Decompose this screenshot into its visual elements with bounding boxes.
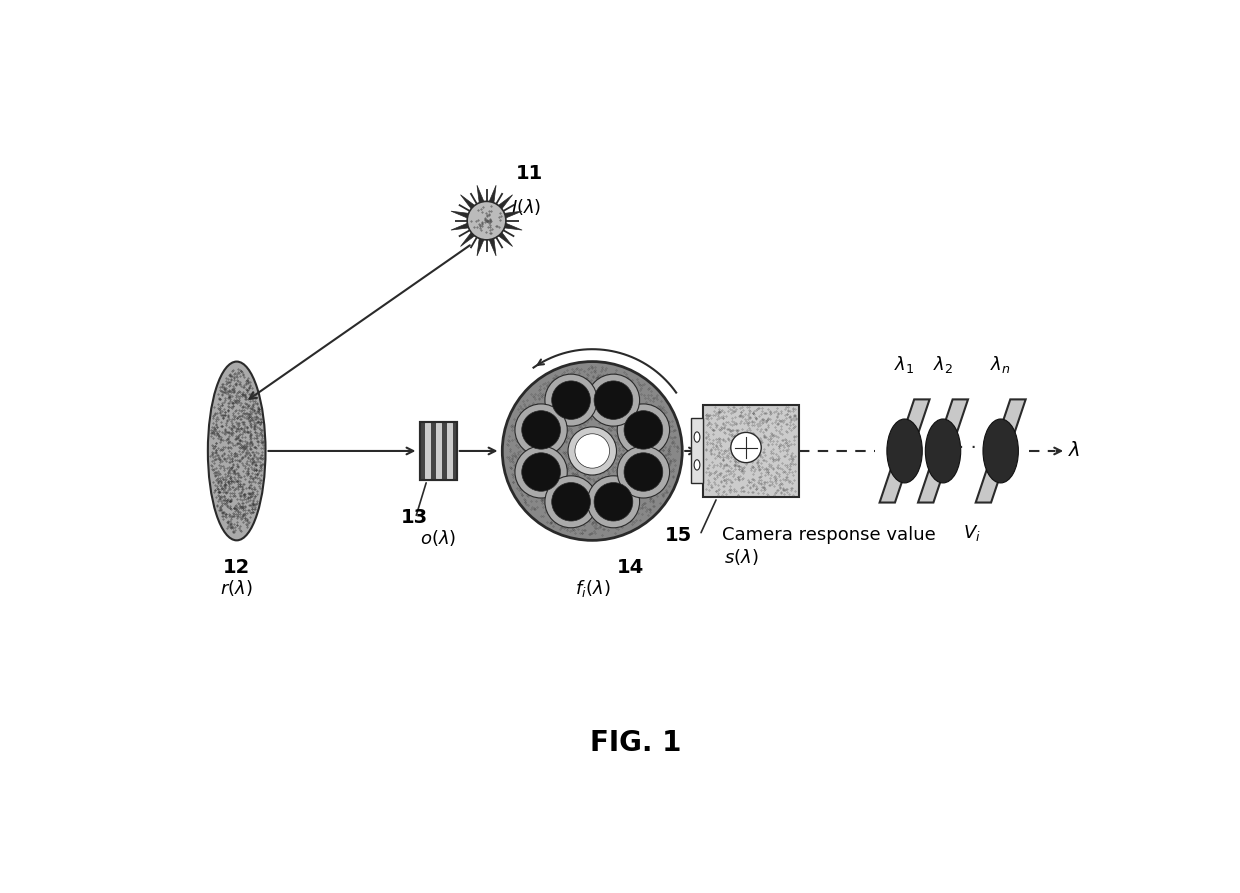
Polygon shape bbox=[477, 185, 485, 204]
Polygon shape bbox=[460, 231, 475, 246]
Ellipse shape bbox=[694, 432, 699, 442]
Ellipse shape bbox=[730, 432, 761, 463]
Polygon shape bbox=[460, 195, 475, 210]
FancyBboxPatch shape bbox=[432, 421, 435, 480]
Text: $\lambda_2$: $\lambda_2$ bbox=[932, 354, 954, 375]
FancyBboxPatch shape bbox=[427, 421, 430, 480]
Ellipse shape bbox=[515, 404, 567, 456]
Ellipse shape bbox=[522, 411, 560, 449]
Polygon shape bbox=[477, 238, 485, 256]
FancyBboxPatch shape bbox=[420, 421, 456, 480]
Polygon shape bbox=[489, 185, 496, 204]
Ellipse shape bbox=[208, 362, 265, 540]
Polygon shape bbox=[503, 211, 522, 219]
Text: · · ·: · · · bbox=[959, 439, 990, 458]
FancyBboxPatch shape bbox=[448, 421, 453, 480]
Ellipse shape bbox=[624, 411, 663, 449]
Text: 11: 11 bbox=[516, 163, 543, 183]
Polygon shape bbox=[497, 195, 512, 210]
Text: 14: 14 bbox=[618, 557, 645, 577]
Ellipse shape bbox=[887, 419, 923, 483]
Ellipse shape bbox=[568, 427, 616, 475]
Text: 15: 15 bbox=[665, 526, 692, 546]
Ellipse shape bbox=[925, 419, 961, 483]
Text: 13: 13 bbox=[401, 508, 428, 527]
Polygon shape bbox=[489, 238, 496, 256]
Ellipse shape bbox=[552, 381, 590, 420]
Ellipse shape bbox=[618, 404, 670, 456]
Ellipse shape bbox=[575, 434, 610, 468]
Ellipse shape bbox=[588, 476, 640, 528]
Text: $\lambda_1$: $\lambda_1$ bbox=[894, 354, 915, 375]
Text: $f_i(\lambda)$: $f_i(\lambda)$ bbox=[574, 578, 610, 599]
Ellipse shape bbox=[624, 453, 663, 491]
Ellipse shape bbox=[522, 453, 560, 491]
Text: $\lambda$: $\lambda$ bbox=[1068, 441, 1080, 461]
FancyBboxPatch shape bbox=[703, 405, 799, 497]
Text: $V_i$: $V_i$ bbox=[963, 523, 981, 543]
Ellipse shape bbox=[594, 482, 632, 521]
Polygon shape bbox=[976, 399, 1025, 503]
Text: Camera response value: Camera response value bbox=[722, 526, 936, 544]
Polygon shape bbox=[918, 399, 968, 503]
Polygon shape bbox=[503, 223, 522, 230]
Text: $o(\lambda)$: $o(\lambda)$ bbox=[420, 529, 456, 548]
Ellipse shape bbox=[467, 201, 506, 240]
Polygon shape bbox=[497, 231, 512, 246]
Polygon shape bbox=[451, 211, 470, 219]
FancyBboxPatch shape bbox=[453, 421, 458, 480]
Text: $r(\lambda)$: $r(\lambda)$ bbox=[221, 578, 253, 598]
Ellipse shape bbox=[544, 374, 598, 426]
Ellipse shape bbox=[552, 482, 590, 521]
Text: $\lambda_n$: $\lambda_n$ bbox=[991, 354, 1011, 375]
Ellipse shape bbox=[502, 362, 682, 540]
FancyBboxPatch shape bbox=[420, 421, 425, 480]
Ellipse shape bbox=[594, 381, 632, 420]
Ellipse shape bbox=[618, 446, 670, 498]
Text: $s(\lambda)$: $s(\lambda)$ bbox=[724, 547, 759, 567]
Polygon shape bbox=[879, 399, 930, 503]
Text: $I(\lambda)$: $I(\lambda)$ bbox=[511, 197, 541, 217]
FancyBboxPatch shape bbox=[691, 419, 703, 483]
Ellipse shape bbox=[694, 460, 699, 470]
FancyBboxPatch shape bbox=[443, 421, 446, 480]
Ellipse shape bbox=[588, 374, 640, 426]
Text: FIG. 1: FIG. 1 bbox=[590, 730, 681, 757]
Ellipse shape bbox=[515, 446, 567, 498]
FancyBboxPatch shape bbox=[436, 421, 441, 480]
Text: 12: 12 bbox=[223, 557, 250, 577]
Ellipse shape bbox=[983, 419, 1018, 483]
Polygon shape bbox=[451, 223, 470, 230]
Ellipse shape bbox=[544, 476, 598, 528]
